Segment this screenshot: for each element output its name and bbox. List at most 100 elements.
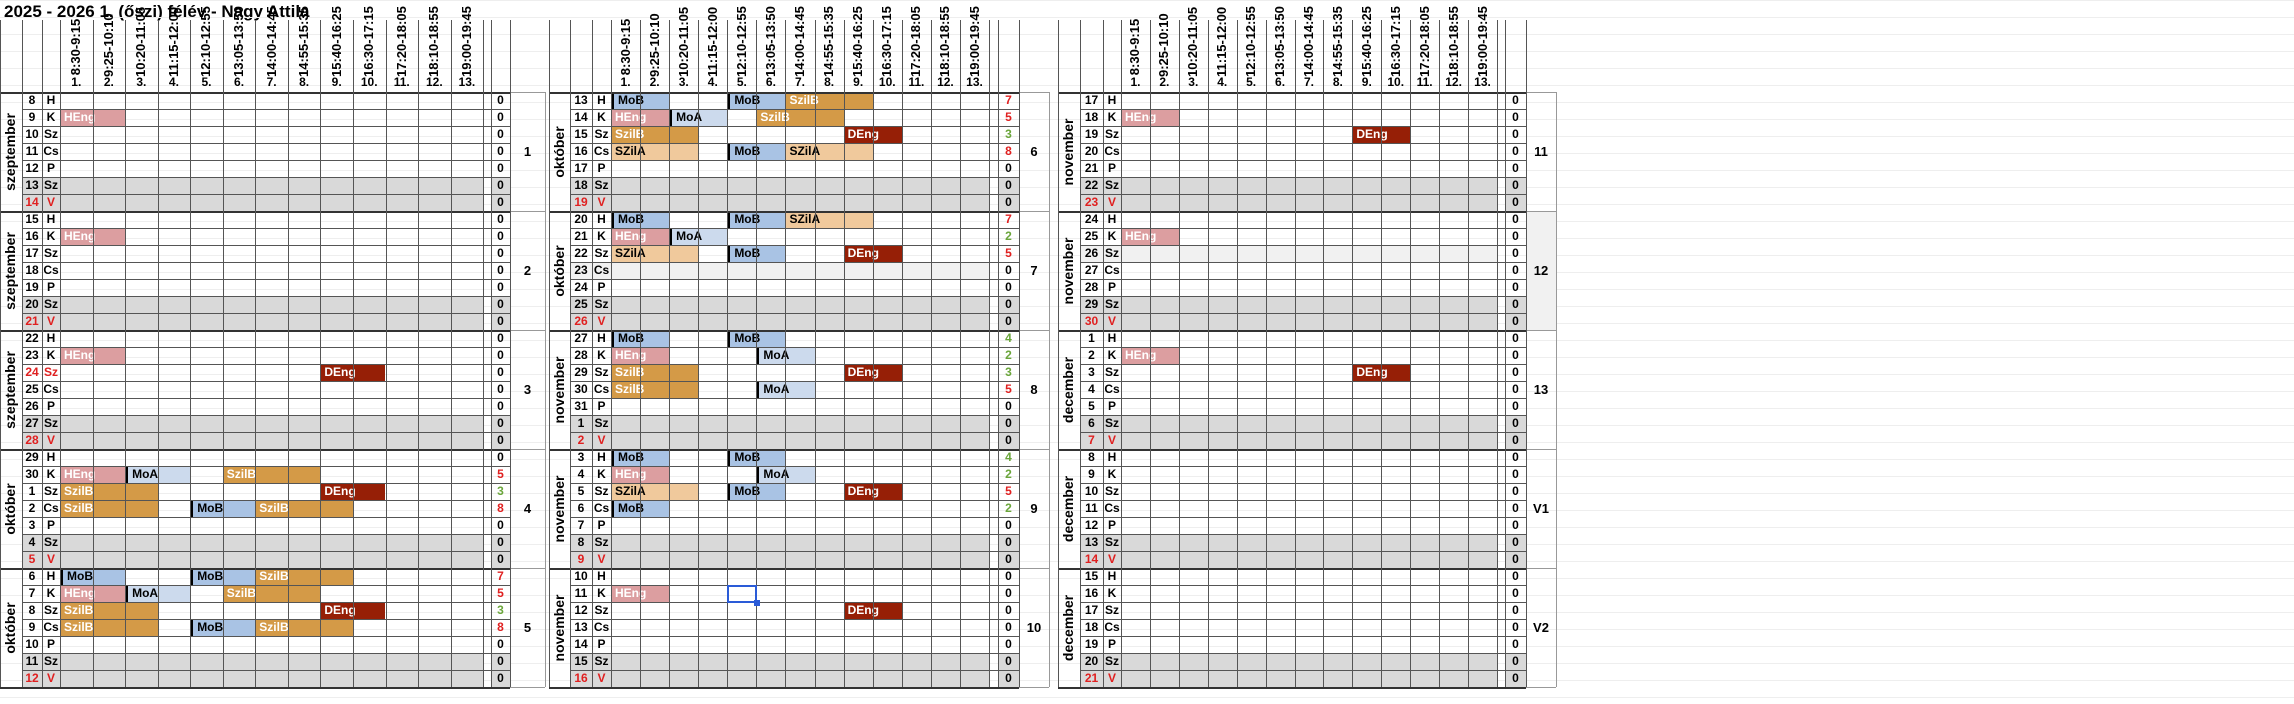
lesson-block[interactable]: HEng — [60, 586, 126, 602]
day-number: 15 — [25, 212, 39, 226]
grid-line — [510, 449, 545, 450]
lesson-block[interactable]: MoA — [669, 110, 728, 126]
lesson-block[interactable]: MoA — [756, 467, 815, 483]
lesson-block[interactable]: SzilB — [611, 382, 699, 398]
lesson-count: 0 — [1512, 416, 1519, 430]
cell-selection[interactable] — [727, 585, 758, 603]
grid-line — [0, 272, 2294, 273]
lesson-block[interactable]: SzilB — [60, 620, 158, 636]
weekday-label: Sz — [43, 603, 58, 617]
lesson-block[interactable]: SzilB — [785, 93, 873, 109]
lesson-block[interactable]: DEng — [843, 365, 902, 381]
lesson-block[interactable]: HEng — [60, 229, 126, 245]
lesson-block[interactable]: MoB — [611, 501, 670, 517]
lesson-block[interactable]: MoA — [125, 467, 191, 483]
lesson-block[interactable]: SzilB — [222, 586, 321, 602]
lesson-block[interactable]: SzilB — [60, 484, 158, 500]
lesson-block[interactable]: MoB — [190, 501, 256, 517]
grid-line — [0, 449, 22, 451]
grid-line — [545, 92, 546, 687]
lesson-block[interactable]: SzilB — [611, 365, 699, 381]
lesson-block[interactable]: MoB — [611, 212, 670, 228]
lesson-block[interactable]: MoB — [611, 331, 670, 347]
day-number: 3 — [1088, 365, 1095, 379]
lesson-block[interactable]: HEng — [611, 467, 670, 483]
lesson-block[interactable]: DEng — [843, 246, 902, 262]
lesson-block[interactable]: MoA — [756, 382, 815, 398]
weekday-label: H — [1107, 569, 1117, 583]
lesson-count: 0 — [1512, 144, 1519, 158]
lesson-block[interactable]: DEng — [320, 365, 386, 381]
lesson-block[interactable]: DEng — [1352, 127, 1411, 143]
lesson-block[interactable]: SZilA — [785, 144, 873, 160]
fill-handle[interactable] — [754, 600, 761, 606]
lesson-block[interactable]: MoB — [727, 450, 786, 466]
lesson-count: 0 — [1005, 314, 1012, 328]
grid-line — [902, 20, 903, 687]
lesson-block[interactable]: MoB — [727, 331, 786, 347]
lesson-block[interactable]: HEng — [60, 348, 126, 364]
lesson-block[interactable]: DEng — [320, 484, 386, 500]
lesson-block[interactable]: HEng — [611, 586, 670, 602]
day-number: 9 — [28, 110, 36, 124]
lesson-block[interactable]: HEng — [611, 110, 670, 126]
lesson-block[interactable]: SzilB — [255, 620, 353, 636]
lesson-block[interactable]: SZilA — [611, 246, 699, 262]
lesson-block[interactable]: SzilB — [60, 501, 158, 517]
lesson-block[interactable]: SZilA — [785, 212, 873, 228]
lesson-block[interactable]: MoB — [190, 569, 256, 585]
day-number: 26 — [25, 399, 39, 413]
grid-line — [22, 262, 510, 263]
timeslot-header: 14:00-14:45 — [263, 6, 279, 77]
lesson-block[interactable]: MoB — [60, 569, 126, 585]
grid-line — [1019, 330, 1049, 331]
weekday-label: P — [46, 399, 55, 413]
weekday-label: Sz — [43, 246, 58, 260]
lesson-block[interactable]: DEng — [320, 603, 386, 619]
lesson-block[interactable]: MoB — [727, 212, 786, 228]
lesson-block[interactable]: HEng — [611, 348, 670, 364]
lesson-block[interactable]: DEng — [843, 484, 902, 500]
lesson-count: 0 — [1512, 433, 1519, 447]
lesson-block[interactable]: MoA — [125, 586, 191, 602]
lesson-block[interactable]: DEng — [1352, 365, 1411, 381]
grid-line — [22, 126, 510, 127]
lesson-block[interactable]: MoB — [611, 450, 670, 466]
lesson-block[interactable]: HEng — [60, 110, 126, 126]
lesson-block[interactable]: HEng — [60, 467, 126, 483]
day-number: 31 — [574, 399, 588, 413]
lesson-block[interactable]: DEng — [843, 127, 902, 143]
lesson-count: 3 — [1005, 127, 1012, 141]
lesson-block[interactable]: SZilA — [611, 484, 699, 500]
lesson-block[interactable]: DEng — [843, 603, 902, 619]
lesson-block[interactable]: MoB — [727, 93, 786, 109]
lesson-block[interactable]: SzilB — [611, 127, 699, 143]
lesson-block[interactable]: SzilB — [756, 110, 844, 126]
lesson-block[interactable]: SzilB — [255, 501, 353, 517]
lesson-count: 0 — [497, 314, 504, 328]
lesson-block[interactable]: MoB — [727, 484, 786, 500]
lesson-block[interactable]: MoB — [727, 246, 786, 262]
lesson-block[interactable]: MoA — [756, 348, 815, 364]
lesson-block[interactable]: HEng — [1121, 229, 1179, 245]
grid-line — [1058, 330, 1080, 332]
grid-line — [0, 646, 2294, 647]
lesson-block[interactable]: MoA — [669, 229, 728, 245]
week-number: 2 — [523, 262, 532, 278]
grid-line — [0, 595, 2294, 596]
lesson-block[interactable]: HEng — [1121, 110, 1179, 126]
lesson-block[interactable]: SzilB — [255, 569, 353, 585]
lesson-block[interactable]: MoB — [727, 144, 786, 160]
lesson-block[interactable]: HEng — [611, 229, 670, 245]
highlight-row — [570, 262, 990, 279]
lesson-block[interactable]: HEng — [1121, 348, 1179, 364]
lesson-block[interactable]: MoB — [611, 93, 670, 109]
lesson-block[interactable]: SzilB — [222, 467, 321, 483]
lesson-block[interactable]: MoB — [190, 620, 256, 636]
lesson-count: 0 — [1005, 195, 1012, 209]
lesson-count: 0 — [1512, 637, 1519, 651]
lesson-block[interactable]: SZilA — [611, 144, 699, 160]
weekend-row — [998, 296, 1019, 313]
grid-line — [570, 619, 1019, 620]
lesson-block[interactable]: SzilB — [60, 603, 158, 619]
